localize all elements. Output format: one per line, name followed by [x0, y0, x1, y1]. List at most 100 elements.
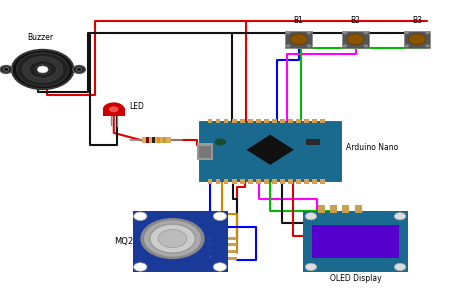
Circle shape	[134, 263, 147, 271]
Circle shape	[213, 263, 227, 271]
FancyBboxPatch shape	[304, 179, 309, 184]
FancyBboxPatch shape	[208, 179, 212, 184]
FancyBboxPatch shape	[330, 205, 337, 213]
FancyBboxPatch shape	[256, 119, 261, 123]
Circle shape	[76, 68, 82, 71]
Circle shape	[158, 230, 187, 248]
FancyBboxPatch shape	[288, 179, 293, 184]
FancyBboxPatch shape	[216, 179, 220, 184]
Text: B3: B3	[412, 16, 422, 25]
Circle shape	[23, 57, 63, 82]
FancyBboxPatch shape	[285, 31, 312, 48]
FancyBboxPatch shape	[228, 250, 237, 253]
FancyBboxPatch shape	[199, 121, 341, 181]
FancyBboxPatch shape	[232, 119, 237, 123]
FancyBboxPatch shape	[197, 143, 213, 160]
FancyBboxPatch shape	[228, 243, 237, 246]
FancyBboxPatch shape	[199, 146, 211, 158]
Circle shape	[307, 31, 311, 34]
Circle shape	[213, 212, 227, 220]
FancyBboxPatch shape	[304, 119, 309, 123]
FancyBboxPatch shape	[355, 205, 362, 213]
FancyBboxPatch shape	[163, 137, 166, 143]
Circle shape	[12, 50, 73, 89]
FancyBboxPatch shape	[133, 211, 228, 272]
Circle shape	[103, 102, 125, 116]
Circle shape	[134, 212, 147, 220]
Circle shape	[29, 61, 56, 78]
Circle shape	[425, 31, 430, 34]
FancyBboxPatch shape	[272, 119, 277, 123]
Circle shape	[73, 66, 85, 73]
FancyBboxPatch shape	[103, 108, 125, 116]
FancyBboxPatch shape	[232, 179, 237, 184]
Text: B2: B2	[351, 16, 360, 25]
Circle shape	[37, 66, 48, 73]
Circle shape	[305, 213, 317, 220]
FancyBboxPatch shape	[157, 137, 160, 143]
Circle shape	[209, 249, 212, 252]
FancyBboxPatch shape	[248, 119, 253, 123]
FancyBboxPatch shape	[256, 179, 261, 184]
Text: Arduino Nano: Arduino Nano	[346, 143, 398, 153]
FancyBboxPatch shape	[404, 31, 430, 48]
FancyBboxPatch shape	[312, 119, 317, 123]
Circle shape	[364, 44, 368, 47]
Circle shape	[394, 263, 406, 271]
Text: MQ2: MQ2	[114, 237, 133, 246]
FancyBboxPatch shape	[264, 179, 269, 184]
FancyBboxPatch shape	[240, 179, 245, 184]
Text: B1: B1	[294, 16, 303, 25]
Circle shape	[144, 220, 201, 257]
Text: OLED Display: OLED Display	[330, 274, 381, 283]
Circle shape	[150, 224, 195, 253]
Circle shape	[343, 44, 347, 47]
Circle shape	[286, 31, 291, 34]
Circle shape	[425, 44, 430, 47]
Circle shape	[209, 255, 212, 258]
Circle shape	[209, 243, 212, 246]
Circle shape	[35, 65, 50, 74]
Circle shape	[109, 106, 118, 112]
FancyBboxPatch shape	[296, 179, 301, 184]
Polygon shape	[246, 135, 294, 165]
Text: Buzzer: Buzzer	[27, 33, 54, 42]
Circle shape	[347, 34, 364, 45]
Circle shape	[209, 237, 212, 240]
FancyBboxPatch shape	[342, 205, 349, 213]
Circle shape	[0, 66, 12, 73]
FancyBboxPatch shape	[318, 205, 325, 213]
FancyBboxPatch shape	[320, 119, 325, 123]
FancyBboxPatch shape	[312, 179, 317, 184]
FancyBboxPatch shape	[142, 137, 171, 143]
FancyBboxPatch shape	[248, 179, 253, 184]
FancyBboxPatch shape	[280, 179, 285, 184]
Circle shape	[17, 53, 69, 86]
FancyBboxPatch shape	[320, 179, 325, 184]
FancyBboxPatch shape	[146, 137, 149, 143]
FancyBboxPatch shape	[228, 257, 237, 260]
FancyBboxPatch shape	[272, 179, 277, 184]
FancyBboxPatch shape	[228, 237, 237, 240]
FancyBboxPatch shape	[224, 119, 228, 123]
Circle shape	[394, 213, 406, 220]
FancyBboxPatch shape	[280, 119, 285, 123]
FancyBboxPatch shape	[303, 211, 408, 272]
FancyBboxPatch shape	[288, 119, 293, 123]
FancyBboxPatch shape	[152, 137, 155, 143]
Circle shape	[140, 218, 205, 259]
Circle shape	[3, 68, 9, 71]
Circle shape	[215, 138, 226, 146]
FancyBboxPatch shape	[216, 119, 220, 123]
FancyBboxPatch shape	[240, 119, 245, 123]
Circle shape	[404, 44, 409, 47]
Circle shape	[286, 44, 291, 47]
FancyBboxPatch shape	[296, 119, 301, 123]
Circle shape	[409, 34, 426, 45]
FancyBboxPatch shape	[306, 139, 320, 145]
Circle shape	[307, 44, 311, 47]
FancyBboxPatch shape	[224, 179, 228, 184]
Circle shape	[364, 31, 368, 34]
Text: LED: LED	[129, 102, 144, 111]
FancyBboxPatch shape	[208, 119, 212, 123]
